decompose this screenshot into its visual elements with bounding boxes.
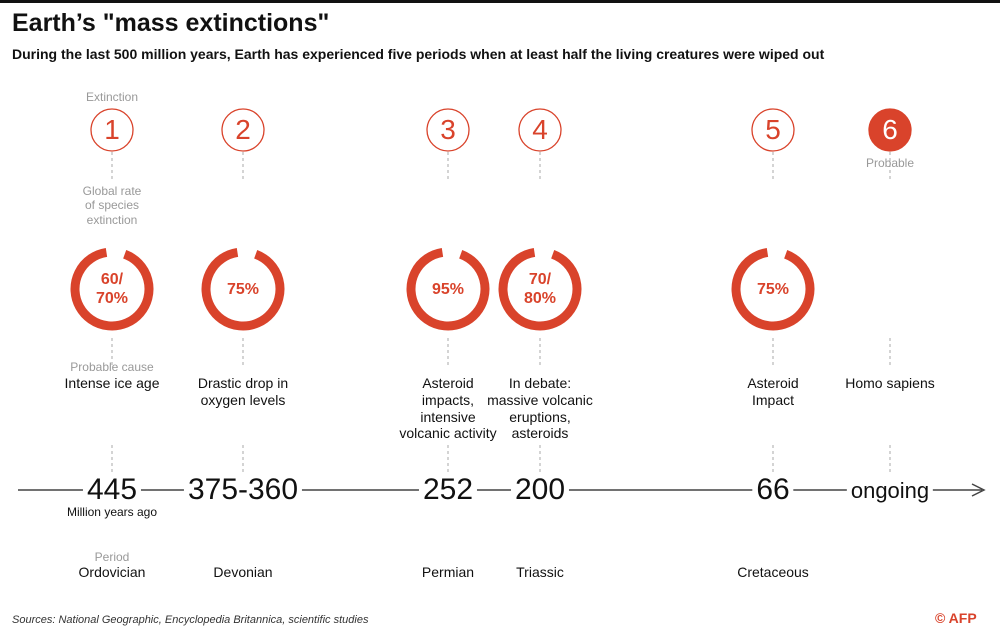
- date: 445: [82, 475, 142, 505]
- global-rate-label: Global rate of species extinction: [82, 184, 142, 227]
- extinction-rate: 75%: [756, 280, 790, 298]
- timeline-arrow: [971, 483, 986, 497]
- sources: Sources: National Geographic, Encycloped…: [12, 614, 369, 626]
- extinction-rate: 70/ 80%: [523, 271, 557, 308]
- event-number: 6: [882, 114, 898, 145]
- probable-cause: Homo sapiens: [845, 375, 935, 391]
- extinction-rate: 95%: [431, 280, 465, 298]
- event-number: 1: [104, 114, 120, 145]
- rate-ring: [201, 247, 285, 331]
- period-label: Period: [94, 550, 130, 564]
- extinction-rate: 75%: [226, 280, 260, 298]
- top-bar: [0, 0, 1000, 3]
- extinction-label: Extinction: [85, 90, 139, 104]
- date: 200: [510, 475, 570, 505]
- event-number: 4: [532, 114, 548, 145]
- title: Earth’s "mass extinctions": [12, 9, 330, 37]
- date: 375-360: [183, 475, 303, 505]
- probable-cause: In debate: massive volcanic eruptions, a…: [487, 375, 593, 442]
- period: Triassic: [516, 564, 564, 580]
- period: Cretaceous: [737, 564, 809, 580]
- date: 66: [752, 475, 794, 505]
- credit: © AFP: [935, 610, 977, 626]
- number-circle: [518, 108, 562, 152]
- probable-cause: Intense ice age: [64, 375, 160, 391]
- date: ongoing: [846, 480, 934, 502]
- probable-cause: Asteroid Impact: [747, 375, 799, 408]
- probable-cause: Asteroid impacts, intensive volcanic act…: [399, 375, 497, 442]
- number-circle: [426, 108, 470, 152]
- rate-ring: [731, 247, 815, 331]
- period: Devonian: [213, 564, 273, 580]
- extinction-rate: 60/ 70%: [95, 271, 129, 308]
- probable-cause-label: Probable cause: [70, 360, 154, 374]
- probable-cause: Drastic drop in oxygen levels: [197, 375, 289, 408]
- period: Ordovician: [78, 564, 146, 580]
- probable-label: Probable: [865, 156, 915, 170]
- event-number: 2: [235, 114, 251, 145]
- subtitle: During the last 500 million years, Earth…: [12, 46, 825, 62]
- event-number: 5: [765, 114, 781, 145]
- number-circle: [868, 108, 912, 152]
- rate-ring: [70, 247, 154, 331]
- event-number: 3: [440, 114, 456, 145]
- million-years-label: Million years ago: [66, 505, 158, 519]
- date: 252: [418, 475, 478, 505]
- number-circle: [751, 108, 795, 152]
- number-circle: [221, 108, 265, 152]
- rate-ring: [406, 247, 490, 331]
- period: Permian: [421, 564, 475, 580]
- rate-ring: [498, 247, 582, 331]
- number-circle: [90, 108, 134, 152]
